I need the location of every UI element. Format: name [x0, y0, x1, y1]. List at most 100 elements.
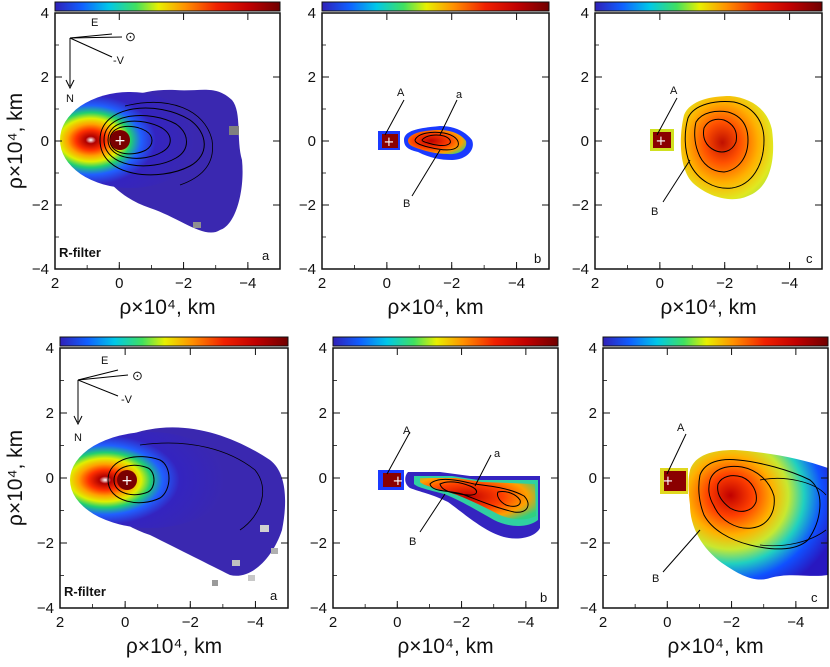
- nucleus-patch-core: [383, 473, 401, 487]
- contour: [414, 131, 459, 151]
- panel-top-a: + E ⊙ -V N R-filter a: [54, 1, 281, 270]
- y-tick-label: 4: [589, 340, 597, 357]
- x-tick-label: −2: [182, 614, 199, 631]
- nucleus-cross: +: [121, 473, 133, 489]
- annotation-B: B: [403, 198, 410, 210]
- contour: [717, 475, 757, 512]
- noise-pixel: [232, 560, 240, 566]
- nucleus-patch-core: [664, 471, 686, 491]
- x-axis-label: ρ×10⁴, km: [660, 296, 756, 319]
- y-tick-label: 0: [308, 133, 316, 150]
- sun-arrow: [69, 36, 123, 39]
- panel-letter: a: [270, 588, 278, 603]
- axes-layer: 2 0 −2 −4 4 2 0 −2 −4 ρ×10⁴, km ρ×10⁴, km 2 0 −2 −4 4 2 0…: [4, 5, 829, 658]
- east-label: E: [91, 17, 98, 29]
- sun-symbol: ⊙: [125, 29, 136, 44]
- annotation-line: [666, 433, 687, 475]
- x-tick-label: 0: [115, 275, 123, 292]
- filter-label: R-filter: [59, 245, 101, 260]
- x-tick-label: −4: [781, 275, 798, 292]
- contour: [107, 456, 170, 504]
- annotation-B: B: [652, 573, 659, 585]
- x-axis-label: ρ×10⁴, km: [667, 635, 763, 658]
- coma-structure: [420, 478, 536, 520]
- y-tick-label: −4: [37, 600, 54, 617]
- x-tick-label: 0: [383, 275, 391, 292]
- panel-letter: c: [806, 251, 813, 266]
- panel-top-b: + A a B b: [321, 1, 550, 270]
- y-tick-label: 4: [41, 5, 49, 22]
- y-tick-label: −4: [32, 261, 49, 278]
- noise-pixel: [248, 575, 255, 581]
- x-tick-label: −2: [175, 275, 192, 292]
- contour: [497, 491, 521, 507]
- x-axis-label: ρ×10⁴, km: [126, 635, 222, 658]
- x-tick-label: −2: [443, 275, 460, 292]
- x-tick-label: −2: [723, 614, 740, 631]
- annotation-line: [662, 159, 691, 203]
- panel-bottom-a: + E ⊙ -V N R-filter a: [59, 336, 289, 609]
- x-tick-label: −4: [239, 275, 256, 292]
- contour: [124, 102, 214, 186]
- y-tick-label: −4: [580, 600, 597, 617]
- y-tick-label: 4: [308, 5, 316, 22]
- x-tick-label: 2: [56, 614, 64, 631]
- y-tick-label: 0: [319, 470, 327, 487]
- nucleus-cross: +: [384, 135, 395, 150]
- y-tick-label: −2: [580, 535, 597, 552]
- annotation-A: A: [670, 85, 678, 97]
- annotation-B: B: [409, 536, 416, 548]
- x-tick-label: −4: [787, 614, 804, 631]
- contour: [708, 465, 775, 529]
- noise-pixel: [193, 222, 201, 228]
- contour: [109, 125, 153, 155]
- y-tick-label: 4: [581, 5, 589, 22]
- y-tick-label: 2: [41, 69, 49, 86]
- nucleus-cross: +: [114, 133, 126, 149]
- noise-pixel: [260, 525, 269, 532]
- y-tick-label: 4: [319, 340, 327, 357]
- east-arrow: [69, 33, 113, 39]
- contour: [139, 442, 264, 531]
- y-tick-label: −2: [32, 197, 49, 214]
- x-tick-label: 0: [656, 275, 664, 292]
- annotation-a: a: [494, 448, 501, 460]
- annotation-line: [662, 529, 701, 573]
- x-tick-label: 2: [599, 614, 607, 631]
- contour: [103, 115, 187, 167]
- east-label: E: [101, 355, 108, 367]
- annotation-line: [656, 97, 678, 136]
- x-axis-label: ρ×10⁴, km: [397, 635, 493, 658]
- contour: [439, 481, 477, 496]
- contour: [113, 464, 155, 496]
- y-axis-label: ρ×10⁴, km: [4, 93, 27, 189]
- annotation-A: A: [397, 87, 405, 99]
- north-arrowhead: [73, 415, 83, 426]
- y-tick-label: 0: [41, 133, 49, 150]
- x-tick-label: 0: [663, 614, 671, 631]
- contour: [421, 134, 451, 147]
- annotation-line: [474, 454, 492, 487]
- panel-top-c: + A B c: [594, 1, 823, 270]
- contour: [99, 107, 205, 176]
- noise-pixel: [212, 580, 218, 586]
- nucleus-marker: [117, 470, 137, 490]
- coma-structure: [680, 96, 774, 200]
- y-tick-label: −2: [37, 535, 54, 552]
- y-tick-label: 2: [308, 69, 316, 86]
- velocity-arrow: [69, 37, 113, 58]
- velocity-label: -V: [121, 394, 133, 406]
- x-tick-label: 2: [329, 614, 337, 631]
- y-tick-label: −4: [310, 600, 327, 617]
- contour: [703, 118, 737, 153]
- noise-pixel: [229, 126, 239, 135]
- x-axis-label: ρ×10⁴, km: [387, 296, 483, 319]
- x-tick-label: −2: [453, 614, 470, 631]
- x-tick-label: 0: [393, 614, 401, 631]
- colorbar: [602, 336, 829, 347]
- panel-letter: a: [262, 248, 270, 263]
- y-tick-label: −2: [572, 197, 589, 214]
- colorbar: [54, 1, 281, 12]
- x-tick-label: 2: [51, 275, 59, 292]
